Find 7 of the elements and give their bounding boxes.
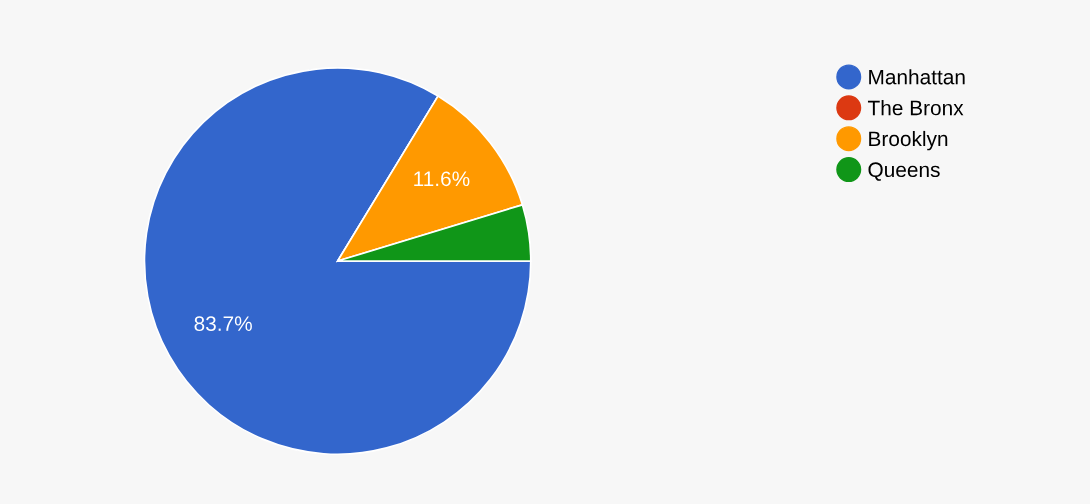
legend-label: Manhattan	[869, 69, 965, 85]
legend-label: Queens	[868, 162, 940, 181]
legend-label: The Bronx	[867, 100, 964, 116]
pie-slice	[143, 67, 532, 456]
legend-label: Brooklyn	[869, 130, 948, 151]
data-label: 83.7%	[194, 316, 252, 332]
data-label: 11.6%	[414, 171, 470, 187]
